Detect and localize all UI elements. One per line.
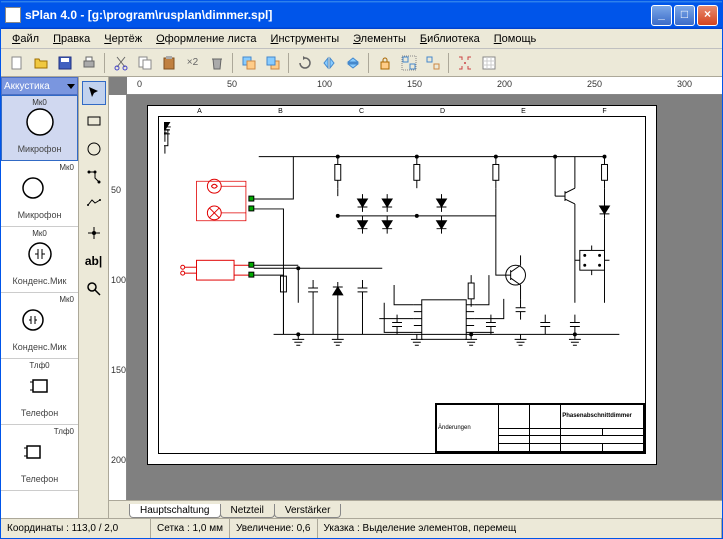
snap-button[interactable] — [453, 51, 476, 74]
status-coords: Координаты : 113,0 / 2,0 — [1, 519, 151, 538]
front-button[interactable] — [237, 51, 260, 74]
component-list: Мк0 Микрофон Мк0 Микрофон Мк0 Конденс.Ми… — [1, 95, 78, 518]
horizontal-ruler: 0 50 100 150 200 250 300 — [127, 77, 722, 95]
tab-hauptschaltung[interactable]: Hauptschaltung — [129, 504, 221, 518]
menu-sheet[interactable]: Оформление листа — [149, 31, 263, 47]
titlebar[interactable]: sPlan 4.0 - [g:\program\rusplan\dimmer.s… — [1, 1, 722, 29]
menu-edit[interactable]: Правка — [46, 31, 97, 47]
duplicate-button[interactable]: ×2 — [181, 51, 204, 74]
component-item[interactable]: Тлф0 Телефон — [1, 425, 78, 491]
ungroup-button[interactable] — [421, 51, 444, 74]
app-icon — [5, 7, 21, 23]
open-button[interactable] — [29, 51, 52, 74]
component-sidebar: Аккустика Мк0 Микрофон Мк0 Микрофон Мк0 — [1, 77, 79, 518]
minimize-button[interactable]: _ — [651, 5, 672, 26]
vertical-ruler: 50 100 150 200 — [109, 95, 127, 500]
library-dropdown[interactable]: Аккустика — [1, 77, 78, 95]
maximize-button[interactable]: □ — [674, 5, 695, 26]
circle-tool[interactable] — [82, 137, 106, 161]
print-button[interactable] — [77, 51, 100, 74]
window-title: sPlan 4.0 - [g:\program\rusplan\dimmer.s… — [25, 8, 651, 22]
status-zoom: Увеличение: 0,6 — [230, 519, 318, 538]
component-item[interactable]: Мк0 Конденс.Мик — [1, 293, 78, 359]
schematic-drawing — [164, 122, 640, 448]
status-grid: Сетка : 1,0 мм — [151, 519, 230, 538]
text-tool[interactable]: ab| — [82, 249, 106, 273]
component-item[interactable]: Мк0 Микрофон — [1, 161, 78, 227]
flip-v-button[interactable] — [341, 51, 364, 74]
app-window: sPlan 4.0 - [g:\program\rusplan\dimmer.s… — [0, 0, 723, 539]
toolbar: ×2 — [1, 49, 722, 77]
menu-tools[interactable]: Инструменты — [264, 31, 347, 47]
poly-tool[interactable] — [82, 193, 106, 217]
title-block: ÄnderungenPhasenabschnittdimmer — [435, 403, 645, 453]
zoom-tool[interactable] — [82, 277, 106, 301]
special-tool[interactable] — [82, 165, 106, 189]
flip-h-button[interactable] — [317, 51, 340, 74]
chevron-down-icon — [67, 84, 75, 89]
grid-button[interactable] — [477, 51, 500, 74]
canvas-area: 0 50 100 150 200 250 300 50 100 150 200 — [109, 77, 722, 518]
node-tool[interactable] — [82, 221, 106, 245]
rotate-button[interactable] — [293, 51, 316, 74]
menu-help[interactable]: Помощь — [487, 31, 544, 47]
group-button[interactable] — [397, 51, 420, 74]
save-button[interactable] — [53, 51, 76, 74]
paste-button[interactable] — [157, 51, 180, 74]
component-item[interactable]: Мк0 Конденс.Мик — [1, 227, 78, 293]
pointer-tool[interactable] — [82, 81, 106, 105]
component-item[interactable]: Мк0 Микрофон — [1, 95, 78, 161]
back-button[interactable] — [261, 51, 284, 74]
component-item[interactable]: Тлф0 Телефон — [1, 359, 78, 425]
lock-button[interactable] — [373, 51, 396, 74]
tab-verstarker[interactable]: Verstärker — [274, 504, 342, 518]
menu-drawing[interactable]: Чертёж — [97, 31, 149, 47]
sheet-tabs: Hauptschaltung Netzteil Verstärker — [109, 500, 722, 518]
menubar: Файл Правка Чертёж Оформление листа Инст… — [1, 29, 722, 49]
tab-netzteil[interactable]: Netzteil — [220, 504, 275, 518]
main-area: Аккустика Мк0 Микрофон Мк0 Микрофон Мк0 — [1, 77, 722, 518]
sheet: A B C D E F — [147, 105, 657, 465]
status-hint: Указка : Выделение элементов, перемещ — [318, 519, 723, 538]
drawing-canvas[interactable]: A B C D E F — [127, 95, 722, 500]
rect-tool[interactable] — [82, 109, 106, 133]
copy-button[interactable] — [133, 51, 156, 74]
cut-button[interactable] — [109, 51, 132, 74]
menu-elements[interactable]: Элементы — [346, 31, 413, 47]
close-button[interactable]: × — [697, 5, 718, 26]
new-button[interactable] — [5, 51, 28, 74]
delete-button[interactable] — [205, 51, 228, 74]
menu-library[interactable]: Библиотека — [413, 31, 487, 47]
statusbar: Координаты : 113,0 / 2,0 Сетка : 1,0 мм … — [1, 518, 722, 538]
menu-file[interactable]: Файл — [5, 31, 46, 47]
window-controls: _ □ × — [651, 5, 718, 26]
tool-column: ab| — [79, 77, 109, 518]
